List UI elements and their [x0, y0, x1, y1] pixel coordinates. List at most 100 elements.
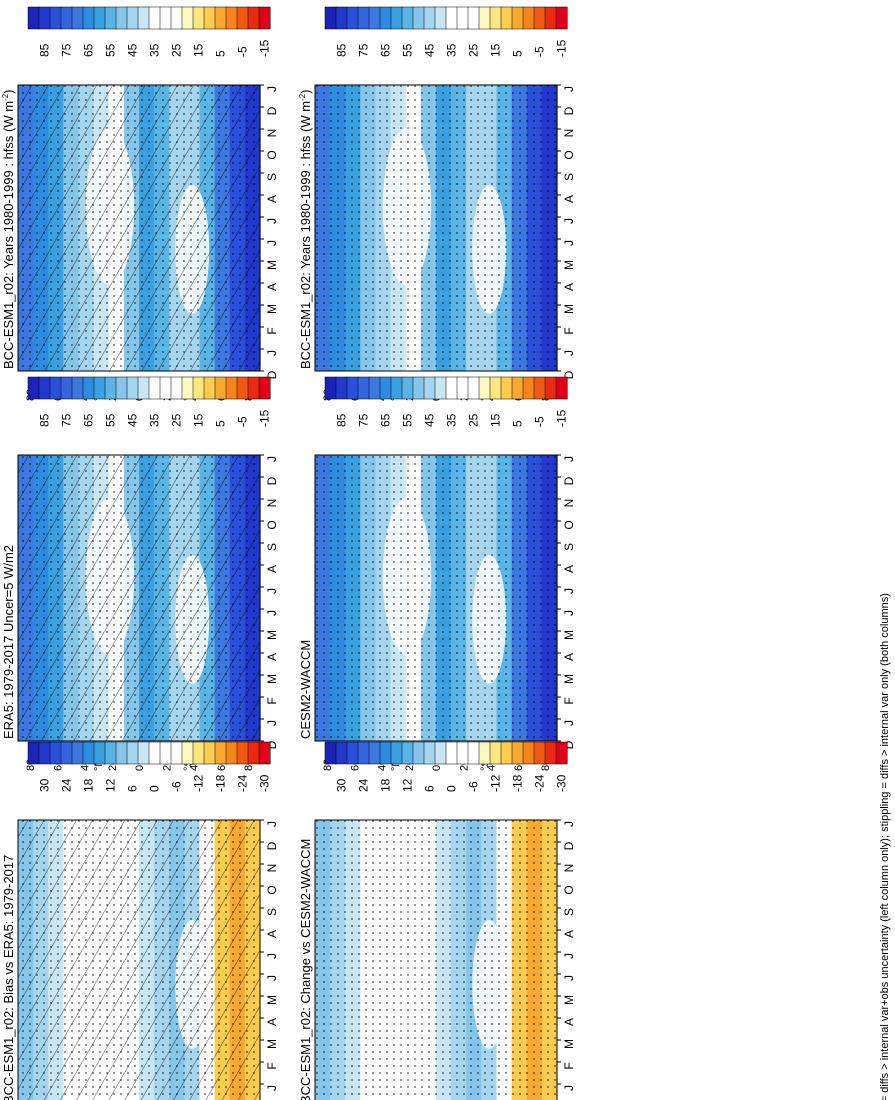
month-label: A — [265, 653, 279, 661]
colorbar-swatch — [456, 6, 469, 30]
plot-frame — [17, 819, 261, 1100]
colorbar-swatch — [126, 376, 139, 400]
colorbar-swatch — [478, 741, 491, 765]
panel-bcc-mean: BCC-ESM1_r02: Years 1980-1999 : hfss (W … — [1, 6, 279, 401]
colorbar-label: 15 — [489, 413, 503, 427]
colorbar-swatch — [533, 376, 546, 400]
colorbar-swatch — [82, 6, 95, 30]
colorbar-swatch — [104, 741, 117, 765]
colorbar-swatch — [456, 376, 469, 400]
colorbar-swatch — [522, 376, 535, 400]
colorbar-swatch — [434, 6, 447, 30]
colorbar-label: 0 — [445, 785, 459, 792]
plot-frame — [17, 84, 261, 372]
colorbar-label: 5 — [214, 420, 228, 427]
month-label: N — [562, 129, 576, 138]
colorbar-swatch — [71, 6, 84, 30]
month-label: M — [562, 1039, 576, 1049]
colorbar-label: 65 — [82, 43, 96, 57]
colorbar: 85 75 65 55 45 35 25 15 5 -5 -15 — [27, 6, 272, 57]
colorbar-swatch — [423, 741, 436, 765]
colorbar-swatch — [489, 376, 502, 400]
colorbar-swatch — [181, 376, 194, 400]
colorbar-label: -12 — [192, 774, 206, 792]
colorbar-label: 5 — [511, 420, 525, 427]
colorbar-swatch — [126, 741, 139, 765]
month-label: S — [562, 908, 576, 916]
colorbar-swatch — [159, 376, 172, 400]
month-label: J — [265, 975, 279, 981]
colorbar-swatch — [390, 6, 403, 30]
colorbar-swatch — [511, 741, 524, 765]
month-label: D — [562, 476, 576, 485]
colorbar-swatch — [236, 6, 249, 30]
month-label: J — [265, 610, 279, 616]
colorbar-swatch — [379, 376, 392, 400]
month-label: J — [562, 218, 576, 224]
month-label: J — [562, 350, 576, 356]
panel-title: BCC-ESM1_r02: Years 1980-1999 : hfss (W … — [298, 89, 313, 369]
month-label: A — [265, 565, 279, 573]
month-label: A — [562, 930, 576, 938]
colorbar: 85 75 65 55 45 35 25 15 5 -5 -15 — [324, 376, 569, 427]
colorbar-swatch — [445, 376, 458, 400]
colorbar-label: 35 — [445, 43, 459, 57]
month-label: J — [265, 588, 279, 594]
month-label: N — [265, 129, 279, 138]
colorbar-label: 85 — [38, 413, 52, 427]
month-label: A — [265, 195, 279, 203]
plot-frame — [314, 84, 558, 372]
month-label: M — [265, 630, 279, 640]
colorbar-swatch — [214, 376, 227, 400]
colorbar-swatch — [247, 741, 260, 765]
colorbar-label: 25 — [467, 43, 481, 57]
colorbar-swatch — [467, 376, 480, 400]
colorbar-swatch — [27, 741, 40, 765]
colorbar-swatch — [104, 376, 117, 400]
plot-frame — [314, 819, 558, 1100]
colorbar-swatch — [170, 6, 183, 30]
hatching-overlay — [18, 820, 260, 1100]
colorbar-swatch — [27, 376, 40, 400]
month-label: J — [265, 821, 279, 827]
colorbar-swatch — [489, 6, 502, 30]
colorbar-swatch — [60, 376, 73, 400]
stippling-overlay — [315, 820, 557, 1100]
colorbar-swatch — [522, 741, 535, 765]
hemisphere-label: °S — [182, 759, 194, 771]
colorbar-label: 12 — [401, 778, 415, 792]
month-label: J — [562, 240, 576, 246]
colorbar-swatch — [555, 741, 568, 765]
colorbar-swatch — [192, 741, 205, 765]
month-label: J — [562, 610, 576, 616]
colorbar-label: 65 — [379, 43, 393, 57]
colorbar-swatch — [192, 376, 205, 400]
colorbar-swatch — [60, 6, 73, 30]
colorbar-label: 35 — [445, 413, 459, 427]
colorbar-swatch — [258, 376, 271, 400]
colorbar-swatch — [533, 741, 546, 765]
colorbar-swatch — [93, 6, 106, 30]
panel-change: BCC-ESM1_r02: Change vs CESM2-WACCM D J F M A… — [298, 741, 576, 1100]
colorbar-swatch — [467, 741, 480, 765]
colorbar-label: 45 — [126, 413, 140, 427]
colorbar-swatch — [434, 741, 447, 765]
month-label: O — [265, 520, 279, 529]
colorbar-label: 35 — [148, 43, 162, 57]
month-label: A — [265, 930, 279, 938]
panel-title: ERA5: 1979-2017 Uncer=5 W/m2 — [1, 545, 16, 739]
panel-title: BCC-ESM1_r02: Change vs CESM2-WACCM — [298, 839, 313, 1100]
colorbar-swatch — [412, 376, 425, 400]
colorbar-label: -6 — [467, 781, 481, 792]
colorbar-swatch — [544, 741, 557, 765]
colorbar-label: 18 — [82, 778, 96, 792]
stippling-overlay — [315, 85, 557, 371]
colorbar-label: -6 — [170, 781, 184, 792]
colorbar-swatch — [423, 6, 436, 30]
plot-grid: BCC-ESM1_r02: Years 1980-1999 : hfss (W … — [1, 6, 576, 1100]
colorbar-swatch — [346, 741, 359, 765]
month-label: S — [265, 908, 279, 916]
colorbar-label: -5 — [533, 416, 547, 427]
colorbar-label: 75 — [357, 413, 371, 427]
